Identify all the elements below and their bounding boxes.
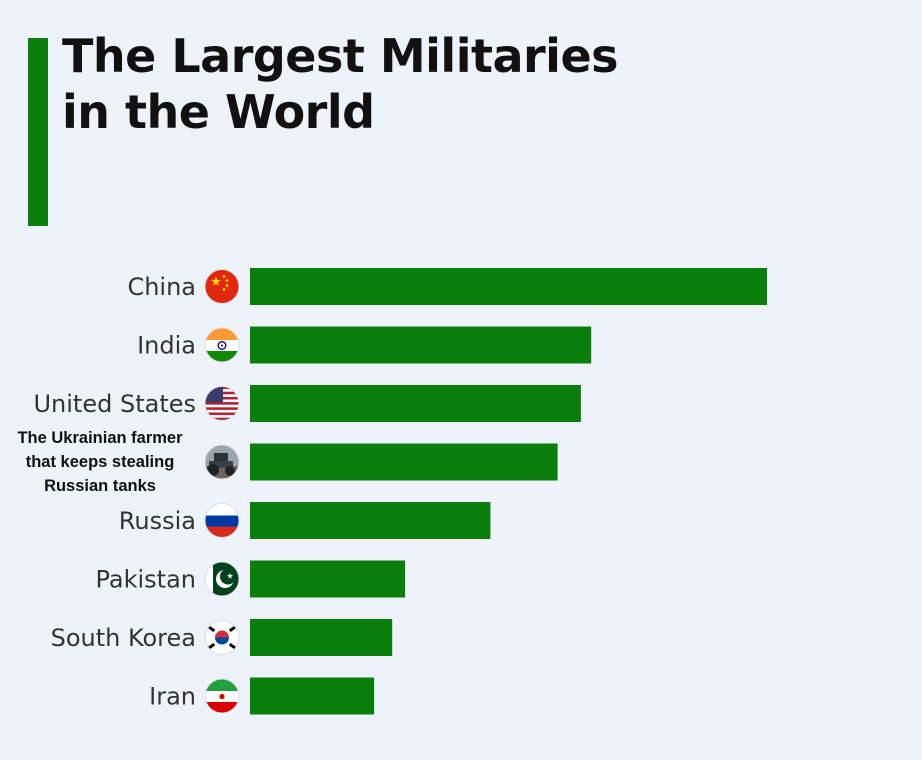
bar-chart: China India United States Russia Pakistan Sou… bbox=[33, 268, 767, 715]
title-line-1: The Largest Militaries bbox=[62, 29, 619, 83]
bar-1 bbox=[250, 326, 592, 364]
pakistan-flag-icon bbox=[205, 562, 239, 596]
bar-7 bbox=[250, 677, 375, 715]
tractor-photo-icon bbox=[205, 445, 239, 479]
ukrainian-farmer-label-line-3: Russian tanks bbox=[44, 477, 156, 495]
category-label-6: South Korea bbox=[51, 624, 196, 652]
category-label-1: India bbox=[137, 332, 196, 360]
china-flag-icon-border bbox=[204, 269, 240, 304]
bar-2 bbox=[250, 385, 581, 422]
bar-4 bbox=[250, 502, 491, 539]
category-label-2: United States bbox=[33, 390, 196, 418]
bar-3 bbox=[250, 443, 558, 481]
tractor-photo-icon-border bbox=[204, 444, 240, 480]
pakistan-flag-icon-border bbox=[204, 561, 240, 597]
iran-flag-icon bbox=[205, 679, 239, 713]
south-korea-flag-icon-border bbox=[204, 620, 240, 655]
category-label-5: Pakistan bbox=[96, 566, 197, 594]
russia-flag-icon bbox=[205, 503, 239, 538]
category-label-4: Russia bbox=[119, 507, 196, 535]
bar-5 bbox=[250, 560, 406, 598]
bar-6 bbox=[250, 619, 393, 656]
china-flag-icon bbox=[205, 269, 239, 304]
category-label-0: China bbox=[127, 273, 196, 301]
india-flag-icon bbox=[205, 328, 239, 362]
usa-flag-icon-border bbox=[204, 386, 240, 421]
title-line-2: in the World bbox=[62, 85, 375, 139]
category-label-7: Iran bbox=[149, 683, 196, 711]
russia-flag-icon-border bbox=[204, 503, 240, 538]
bar-0 bbox=[250, 268, 767, 305]
page-title: The Largest Militaries in the World bbox=[62, 28, 882, 140]
india-flag-icon-border bbox=[204, 327, 240, 363]
ukrainian-farmer-label-line-1: The Ukrainian farmer bbox=[17, 429, 183, 447]
title-accent-bar bbox=[28, 38, 48, 226]
ukrainian-farmer-label-line-2: that keeps stealing bbox=[25, 453, 175, 471]
ukrainian-farmer-label: The Ukrainian farmer that keeps stealing… bbox=[2, 426, 198, 498]
iran-flag-icon-border bbox=[204, 678, 240, 714]
